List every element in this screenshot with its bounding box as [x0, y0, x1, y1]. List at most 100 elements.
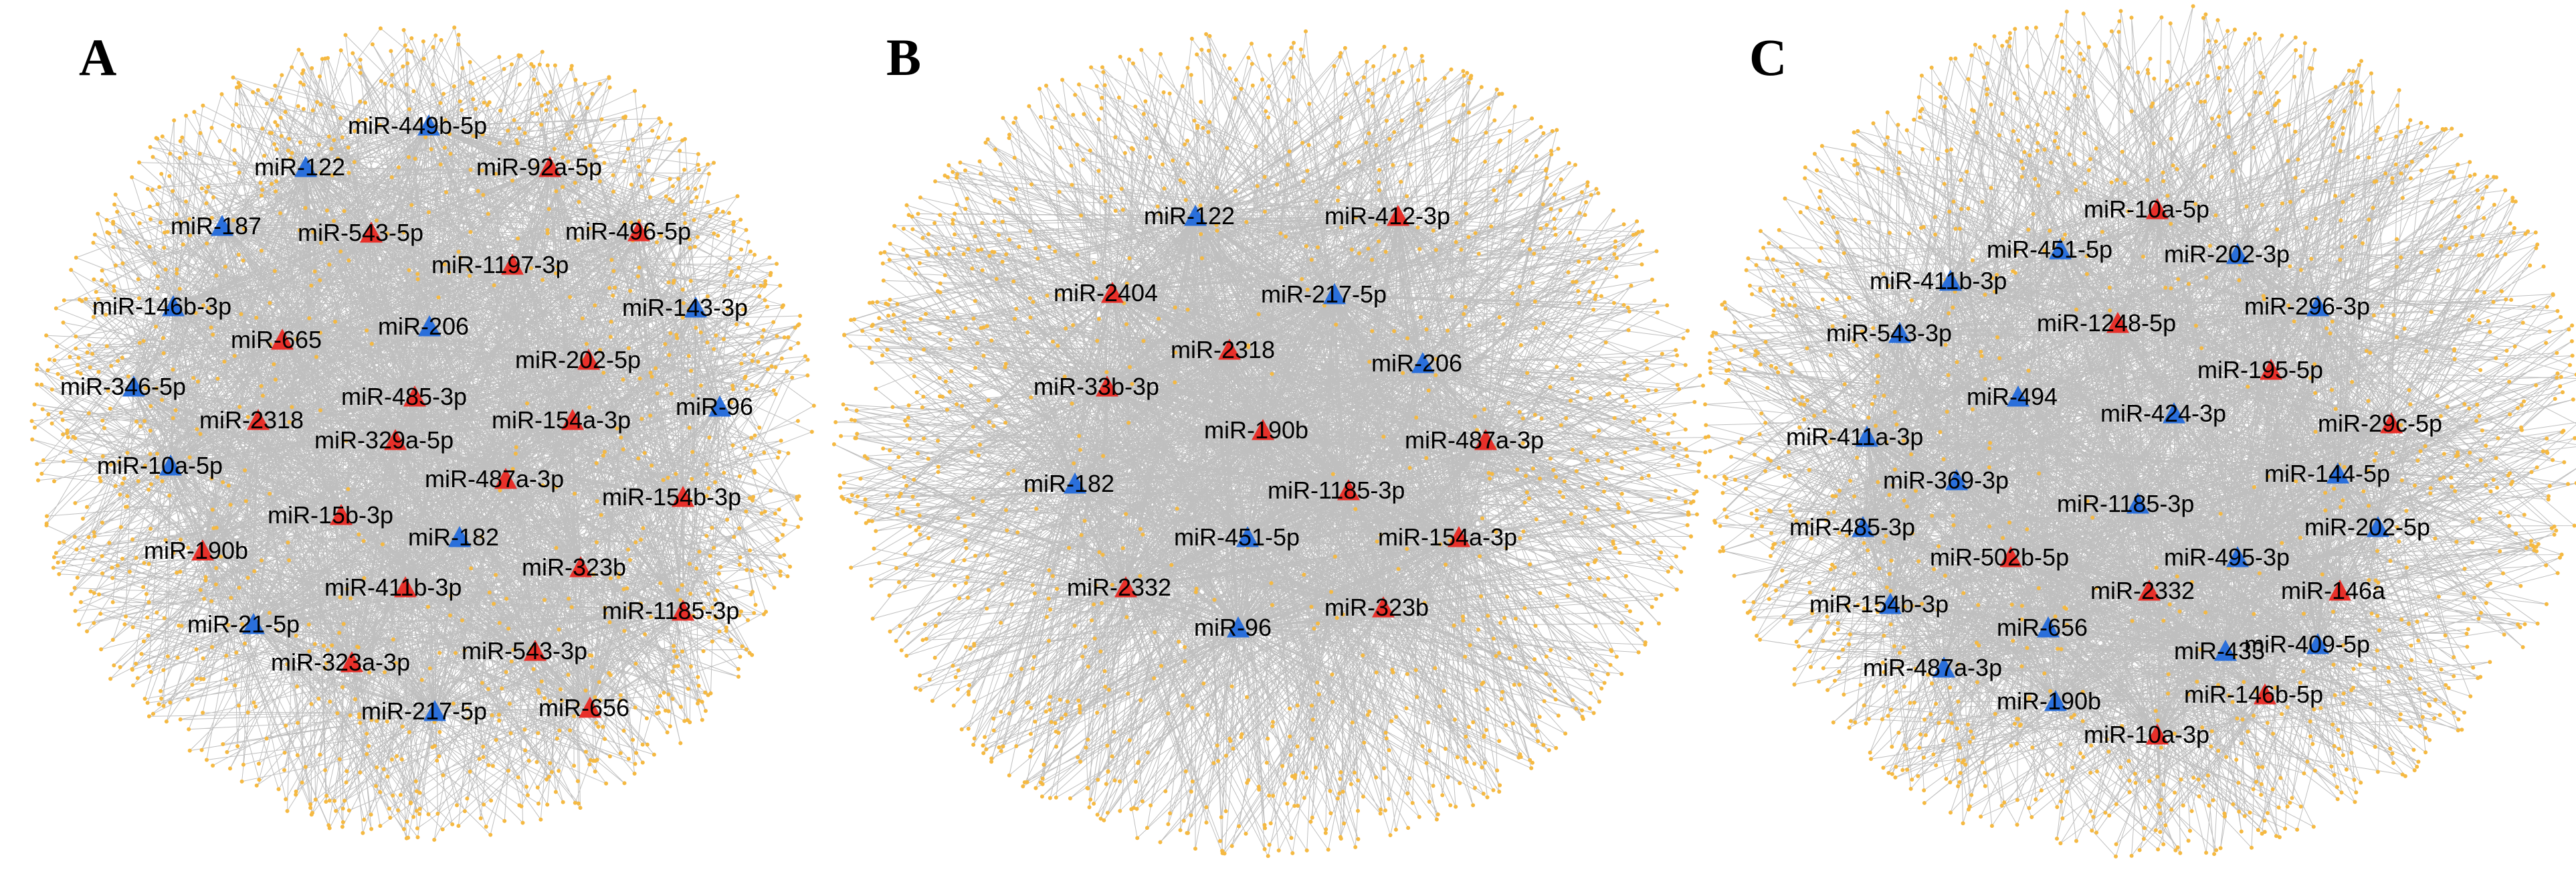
mirna-label: miR-202-3p	[2164, 240, 2290, 268]
mirna-label: miR-329a-5p	[314, 426, 454, 454]
mirna-down-regulated-marker	[242, 613, 265, 634]
mirna-label: miR-143-3p	[622, 294, 748, 321]
mirna-down-regulated-marker	[2306, 295, 2329, 317]
mirna-label: miR-296-3p	[2244, 292, 2370, 320]
mirna-up-regulated-marker	[2380, 412, 2403, 434]
mirna-label: miR-195-5p	[2197, 356, 2323, 383]
panel-a-edge-layer	[31, 27, 815, 841]
mirna-label: miR-154a-3p	[492, 406, 631, 434]
mirna-label: miR-190b	[1997, 687, 2101, 715]
mirna-up-regulated-marker	[2254, 683, 2276, 705]
mirna-down-regulated-marker	[2044, 690, 2067, 711]
mirna-label: miR-122	[1144, 202, 1235, 230]
mirna-up-regulated-marker	[579, 697, 601, 718]
mirna-down-regulated-marker	[417, 114, 440, 136]
mirna-label: miR-190b	[1204, 416, 1308, 444]
mirna-label: miR-154a-3p	[1378, 523, 1517, 551]
mirna-down-regulated-marker	[448, 526, 471, 547]
mirna-down-regulated-marker	[708, 396, 731, 417]
mirna-up-regulated-marker	[340, 651, 363, 673]
mirna-up-regulated-marker	[1372, 596, 1395, 618]
mirna-up-regulated-marker	[672, 600, 694, 621]
mirna-up-regulated-marker	[1114, 576, 1137, 598]
mirna-down-regulated-marker	[1933, 657, 1955, 678]
target-gene-nodes	[831, 29, 1708, 859]
mirna-label: miR-15b-3p	[268, 501, 393, 529]
mirna-up-regulated-marker	[1448, 526, 1470, 547]
panel-b-target-node-layer	[831, 29, 1708, 859]
panel-a-target-node-layer	[29, 25, 816, 842]
mirna-up-regulated-marker	[538, 156, 561, 177]
mirna-label: miR-323b	[1324, 594, 1429, 621]
panel-b-letter: B	[886, 28, 921, 86]
mirna-down-regulated-marker	[162, 295, 185, 317]
mirna-label: miR-411b-3p	[1870, 267, 2007, 294]
mirna-label: miR-485-3p	[1789, 513, 1915, 541]
mirna-label: miR-451-5p	[1174, 523, 1300, 551]
mirna-label: miR-190b	[144, 537, 248, 564]
panel-c-target-node-layer	[1703, 4, 2576, 859]
mirna-label: miR-2332	[1067, 574, 1171, 601]
mirna-label: miR-154b-3p	[602, 483, 741, 511]
mirna-down-regulated-marker	[2326, 462, 2349, 484]
mirna-label: miR-543-3p	[1826, 319, 1952, 347]
mirna-up-regulated-marker	[524, 640, 547, 661]
mirna-down-regulated-marker	[211, 215, 233, 236]
mirna-up-regulated-marker	[627, 220, 650, 242]
mirna-label: miR-10a-5p	[97, 452, 223, 479]
mirna-up-regulated-marker	[561, 409, 584, 430]
mirna-down-regulated-marker	[1856, 426, 1878, 447]
mirna-label: miR-656	[538, 694, 629, 721]
mirna-down-regulated-marker	[294, 156, 317, 177]
mirna-down-regulated-marker	[1888, 322, 1911, 343]
mirna-label: miR-146b-3p	[92, 292, 231, 320]
mirna-label: miR-29c-5p	[2318, 410, 2442, 437]
mirna-label: miR-144-5p	[2264, 460, 2390, 487]
mirna-label: miR-21-5p	[187, 610, 300, 638]
mirna-up-regulated-marker	[2106, 312, 2129, 333]
mirna-down-regulated-marker	[2226, 243, 2249, 264]
mirna-label: miR-2404	[1054, 279, 1158, 307]
mirna-down-regulated-marker	[1227, 616, 1250, 638]
mirna-down-regulated-marker	[2163, 402, 2185, 424]
mirna-down-regulated-marker	[1064, 472, 1086, 494]
mirna-label: miR-451-5p	[1987, 236, 2112, 263]
mirna-label: miR-487a-3p	[1863, 654, 2002, 681]
mirna-label: miR-495-3p	[2164, 543, 2290, 571]
mirna-label: miR-182	[408, 523, 499, 551]
mirna-label: miR-96	[676, 393, 753, 420]
mirna-down-regulated-marker	[423, 700, 446, 721]
mirna-label: miR-92a-5p	[476, 153, 602, 181]
interaction-edges	[1705, 6, 2576, 857]
mirna-up-regulated-marker	[2146, 723, 2169, 745]
mirna-down-regulated-marker	[1236, 526, 1259, 547]
mirna-up-regulated-marker	[2329, 580, 2351, 601]
panel-c-edge-layer	[1705, 6, 2576, 857]
mirna-label: miR-2318	[1171, 336, 1275, 363]
mirna-label: miR-323b	[522, 553, 626, 581]
mirna-down-regulated-marker	[2037, 616, 2060, 638]
mirna-up-regulated-marker	[494, 468, 517, 489]
mirna-label: miR-202-5p	[2304, 513, 2430, 541]
mirna-label: miR-487a-3p	[425, 465, 564, 493]
mirna-label: miR-10a-3p	[2084, 721, 2209, 748]
mirna-down-regulated-marker	[2226, 546, 2249, 567]
mirna-label: miR-411b-3p	[324, 574, 462, 601]
mirna-down-regulated-marker	[2126, 493, 2149, 514]
mirna-up-regulated-marker	[191, 539, 214, 561]
mirna-label: miR-187	[171, 212, 262, 240]
panel-a-letter: A	[79, 28, 116, 86]
mirna-up-regulated-marker	[1337, 479, 1360, 501]
mirna-down-regulated-marker	[2306, 633, 2329, 654]
mirna-label: miR-2318	[199, 406, 304, 434]
mirna-down-regulated-marker	[2049, 238, 2072, 260]
mirna-label: miR-202-5p	[515, 346, 641, 373]
mirna-up-regulated-marker	[394, 576, 417, 598]
mirna-label: miR-206	[378, 313, 469, 340]
mirna-label: miR-10a-5p	[2084, 195, 2209, 223]
mirna-label: miR-494	[1967, 383, 2058, 410]
